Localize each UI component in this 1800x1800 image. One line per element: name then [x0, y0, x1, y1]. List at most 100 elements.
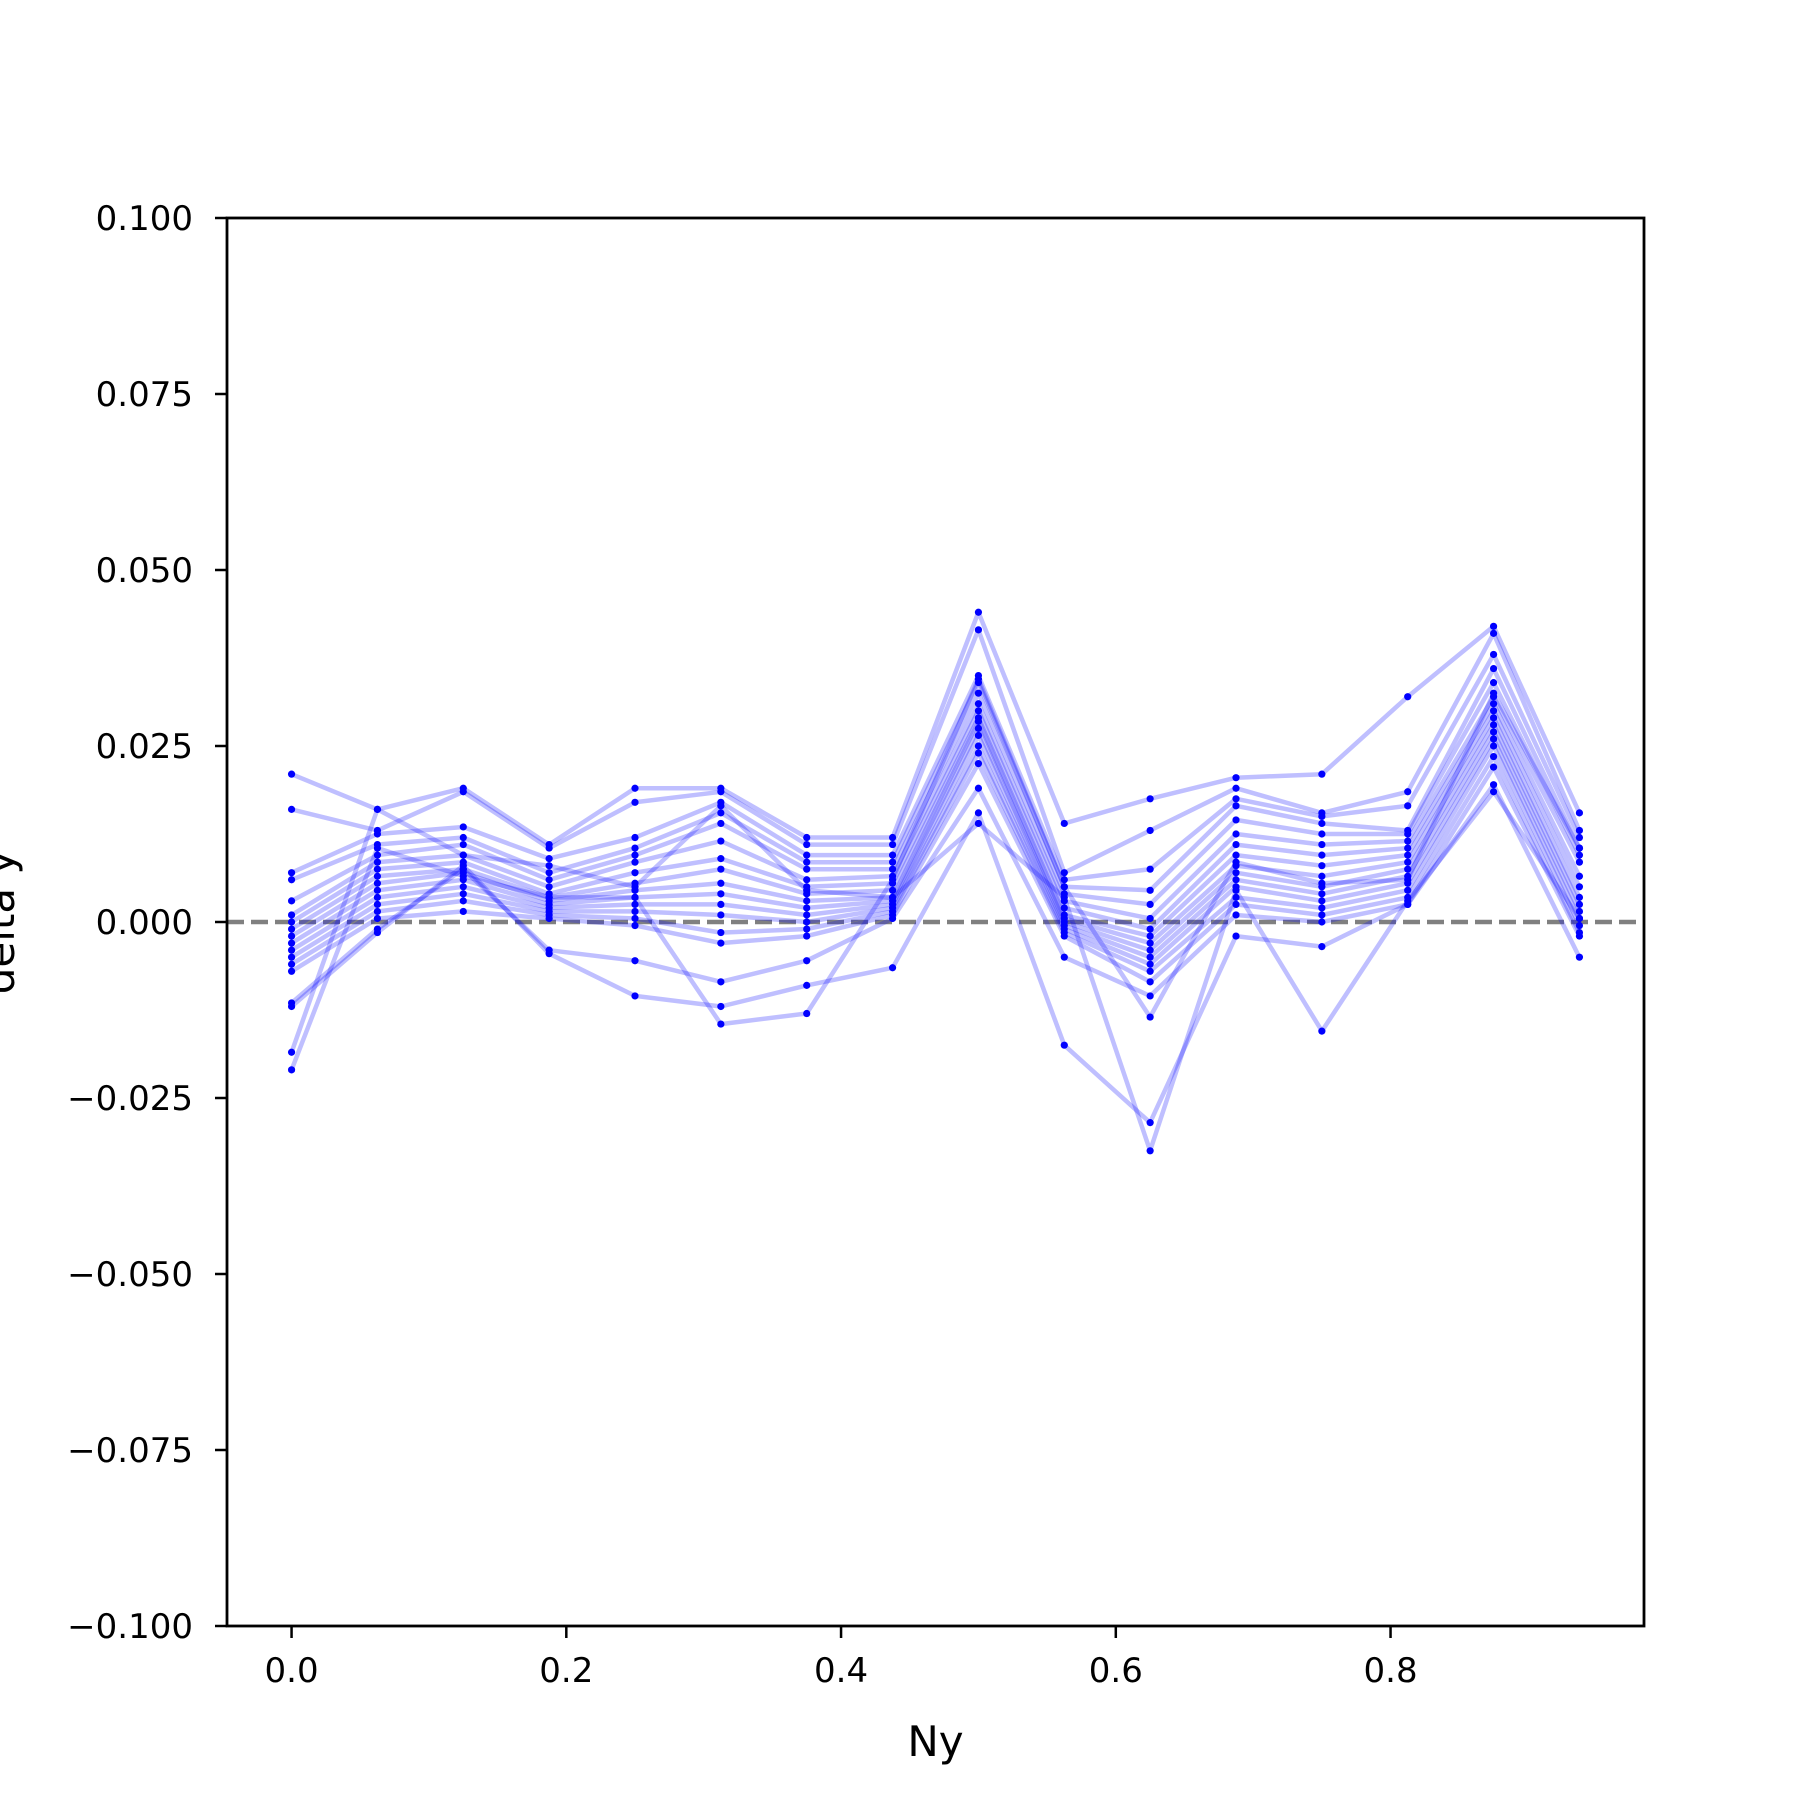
data-point: [459, 897, 467, 905]
data-point: [1146, 865, 1154, 873]
data-point: [974, 689, 983, 697]
data-point: [1318, 840, 1326, 849]
series-16: [287, 781, 1584, 1127]
data-point: [631, 858, 639, 866]
series-line: [290, 729, 1582, 960]
y-tick-label: 0.100: [96, 199, 193, 239]
data-point: [1575, 893, 1584, 901]
data-point: [974, 700, 983, 708]
series-14: [287, 752, 1584, 986]
series-line: [290, 736, 1582, 967]
data-point: [1489, 679, 1498, 687]
data-point: [717, 837, 725, 845]
data-point: [631, 957, 639, 965]
data-point: [1575, 883, 1584, 891]
data-point: [373, 851, 382, 859]
data-point: [1575, 872, 1584, 880]
y-tick-label: 0.025: [96, 727, 193, 767]
y-tick-label: −0.025: [67, 1079, 193, 1119]
data-point: [1575, 858, 1584, 866]
data-point: [459, 883, 467, 891]
data-point: [287, 946, 296, 954]
data-point: [1146, 960, 1154, 968]
data-point: [717, 928, 725, 937]
data-point: [717, 900, 725, 909]
data-point: [631, 851, 639, 859]
data-point: [631, 869, 639, 877]
data-point: [287, 1002, 296, 1011]
data-point: [459, 823, 467, 831]
data-point: [631, 844, 639, 852]
data-point: [459, 840, 467, 849]
series-line: [289, 676, 1582, 1071]
data-point: [459, 788, 467, 796]
data-point: [1489, 781, 1498, 789]
data-point: [287, 1048, 296, 1056]
data-point: [888, 886, 897, 894]
data-point: [1489, 752, 1498, 761]
data-point: [631, 784, 639, 792]
data-point: [287, 805, 296, 813]
data-point: [1232, 802, 1240, 810]
data-point: [974, 742, 983, 750]
data-point: [1318, 918, 1326, 926]
data-point: [287, 876, 296, 884]
x-tick-label: 0.2: [539, 1651, 593, 1691]
data-point: [1318, 911, 1326, 919]
data-point: [373, 872, 382, 880]
data-point: [974, 608, 983, 616]
data-point: [1146, 1147, 1154, 1155]
data-point: [1404, 897, 1412, 905]
data-point: [287, 911, 296, 919]
data-point: [1146, 1013, 1154, 1021]
data-point: [1318, 943, 1326, 951]
series-line: [290, 743, 1582, 974]
series-line: [290, 764, 1582, 1005]
series-17: [287, 788, 1584, 1155]
data-point: [1318, 1027, 1326, 1035]
y-axis-label: delta y: [0, 850, 24, 995]
data-point: [373, 886, 382, 894]
y-tick-label: 0.075: [96, 375, 193, 415]
series-line: [290, 701, 1582, 932]
data-point: [1489, 763, 1498, 771]
data-point: [287, 918, 296, 926]
data-point: [974, 717, 983, 725]
data-point: [888, 865, 897, 873]
data-point: [1404, 886, 1412, 894]
data-point: [287, 897, 296, 905]
data-point: [545, 914, 553, 923]
data-point: [1232, 784, 1240, 792]
data-point: [888, 876, 897, 884]
y-tick-label: −0.050: [67, 1255, 193, 1295]
data-point: [1232, 911, 1240, 919]
data-point: [1575, 914, 1584, 923]
data-point: [803, 981, 811, 989]
data-point: [459, 890, 467, 898]
data-point: [373, 907, 382, 916]
data-point: [717, 802, 725, 810]
data-point: [631, 992, 639, 1000]
data-point: [1404, 851, 1412, 859]
data-point: [1318, 812, 1326, 821]
data-point: [631, 883, 639, 891]
data-point: [1318, 819, 1326, 828]
data-point: [1489, 664, 1498, 673]
data-point: [1489, 650, 1498, 659]
data-point: [803, 925, 811, 933]
data-point: [974, 819, 983, 828]
data-point: [1146, 1119, 1154, 1127]
data-point: [1575, 900, 1584, 909]
data-point: [1575, 907, 1584, 916]
series-line: [290, 782, 1582, 1125]
data-point: [1232, 893, 1240, 901]
data-point: [459, 907, 467, 916]
data-point: [803, 851, 811, 859]
data-point: [1318, 830, 1326, 838]
x-axis-label: Ny: [907, 1717, 963, 1766]
data-point: [1146, 978, 1154, 986]
data-point: [1575, 826, 1584, 835]
data-point: [1232, 900, 1240, 909]
